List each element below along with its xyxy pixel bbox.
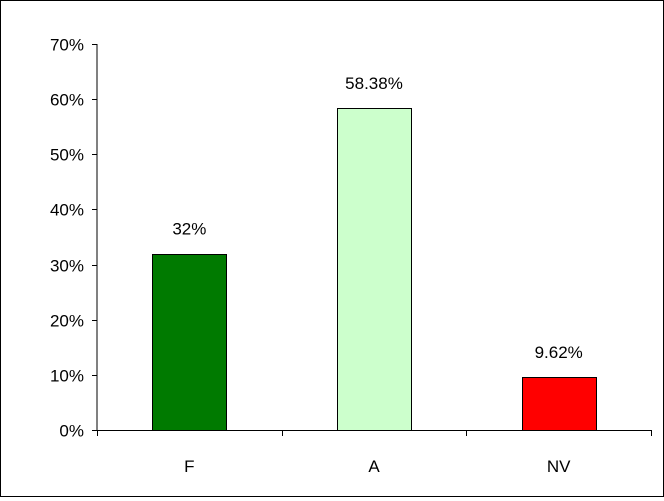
y-tick-label: 20% (50, 312, 84, 331)
y-tick-label: 60% (50, 91, 84, 110)
data-labels: 32% 58.38% 9.62% (172, 74, 582, 362)
bar-a (337, 108, 412, 431)
bar-f (152, 254, 227, 431)
y-tick-label: 30% (50, 257, 84, 276)
y-tick-label: 40% (50, 201, 84, 220)
y-tick-label: 70% (50, 36, 84, 55)
y-tick-label: 50% (50, 146, 84, 165)
data-label-f: 32% (172, 220, 206, 239)
data-label-a: 58.38% (345, 74, 403, 93)
bar-nv (522, 377, 597, 431)
bars (152, 108, 597, 431)
x-category-label-a: A (368, 457, 380, 476)
y-tick-label: 0% (59, 422, 84, 441)
y-tick-label: 10% (50, 367, 84, 386)
y-axis: 0% 10% 20% 30% 40% 50% 60% 70% (50, 36, 98, 441)
data-label-nv: 9.62% (535, 343, 583, 362)
x-category-label-f: F (184, 457, 194, 476)
x-category-label-nv: NV (547, 457, 571, 476)
x-axis: F A NV (97, 430, 652, 476)
